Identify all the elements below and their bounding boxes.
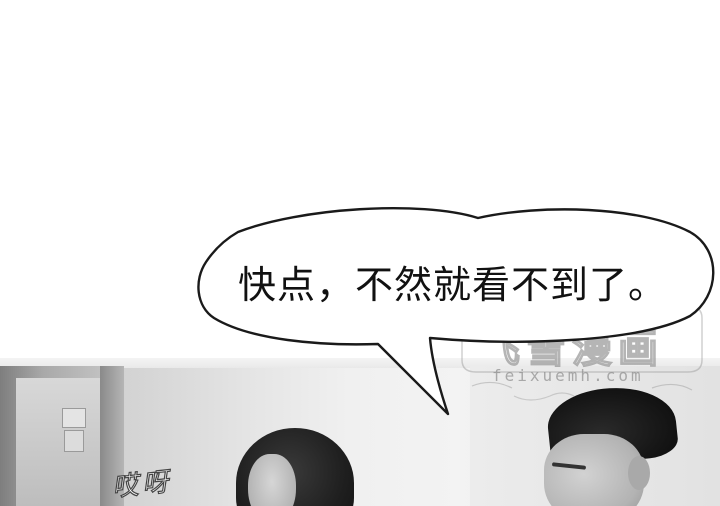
watermark-url: feixuemh.com xyxy=(492,366,644,385)
wall-switch-icon xyxy=(62,408,86,428)
door xyxy=(14,378,102,506)
ceiling-strip xyxy=(0,358,720,368)
photo-panel xyxy=(0,358,720,506)
woman-face xyxy=(248,454,296,506)
man-ear xyxy=(628,456,650,490)
door-jamb xyxy=(100,366,124,506)
speech-bubble-text: 快点，不然就看不到了。 xyxy=(238,263,668,307)
wall-socket-icon xyxy=(64,430,84,452)
man-face xyxy=(544,434,644,506)
